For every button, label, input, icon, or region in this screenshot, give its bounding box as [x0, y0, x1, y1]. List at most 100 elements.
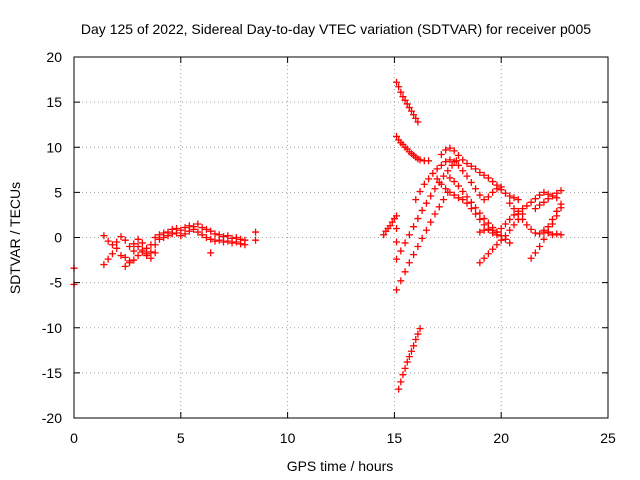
data-point: [211, 230, 219, 238]
data-point: [544, 195, 552, 203]
data-point: [450, 191, 458, 199]
data-point: [401, 364, 409, 372]
data-point: [484, 174, 492, 182]
data-point: [397, 378, 405, 386]
chart-title: Day 125 of 2022, Sidereal Day-to-day VTE…: [81, 21, 591, 37]
data-point: [501, 220, 509, 228]
data-point: [405, 231, 413, 239]
data-point: [228, 239, 236, 247]
data-point: [454, 151, 462, 159]
data-point: [440, 196, 448, 204]
data-point: [531, 249, 539, 257]
data-point: [440, 172, 448, 180]
data-point: [489, 245, 497, 253]
data-point: [126, 259, 134, 267]
data-point: [510, 205, 518, 213]
data-point: [472, 185, 480, 193]
data-point: [168, 230, 176, 238]
data-point: [510, 194, 518, 202]
x-axis-label: GPS time / hours: [287, 458, 394, 474]
data-point: [484, 225, 492, 233]
data-point: [416, 325, 424, 333]
data-point: [410, 342, 418, 350]
x-tick-label: 20: [493, 430, 509, 446]
data-point: [548, 220, 556, 228]
data-point: [472, 165, 480, 173]
series-arc-15h-rise: [393, 188, 452, 294]
data-point: [476, 191, 484, 199]
data-point: [557, 187, 565, 195]
data-point: [454, 161, 462, 169]
data-point: [412, 114, 420, 122]
data-point: [397, 247, 405, 255]
data-point: [459, 156, 467, 164]
x-tick-labels: 0 5 10 15 20 25: [70, 430, 616, 446]
data-point: [403, 358, 411, 366]
data-point: [211, 237, 219, 245]
data-point: [497, 236, 505, 244]
series-arc-01h-lower: [100, 225, 249, 270]
x-tick-label: 10: [280, 430, 296, 446]
series-arc-15h-top: [393, 78, 422, 126]
data-point: [540, 235, 548, 243]
data-point: [151, 249, 159, 257]
data-point: [416, 187, 424, 195]
data-point: [450, 147, 458, 155]
axis-ticks: [73, 56, 609, 419]
data-point: [557, 204, 565, 212]
data-point: [540, 226, 548, 234]
data-point: [493, 181, 501, 189]
data-point: [100, 232, 108, 240]
data-point: [117, 233, 125, 241]
data-point: [416, 156, 424, 164]
data-point: [431, 210, 439, 218]
data-point: [519, 215, 527, 223]
data-point: [194, 228, 202, 236]
data-point: [410, 251, 418, 259]
data-point: [410, 111, 418, 119]
data-point: [412, 196, 420, 204]
data-point: [202, 234, 210, 241]
data-point: [557, 231, 565, 239]
data-point: [480, 215, 488, 223]
data-point: [393, 212, 401, 220]
data-point: [476, 209, 484, 217]
data-point: [215, 236, 223, 244]
data-point: [395, 385, 403, 393]
data-point: [476, 215, 484, 223]
data-point: [467, 198, 475, 206]
series-arc-18h-fall: [446, 174, 514, 247]
data-point: [523, 221, 531, 229]
data-point: [393, 224, 401, 232]
data-point: [476, 259, 484, 267]
data-point: [160, 234, 168, 241]
y-tick-labels: -20 -15 -10 -5 0 5 10 15 20: [42, 49, 62, 426]
series-arc-22h-end: [531, 187, 565, 213]
data-point: [393, 286, 401, 294]
data-point: [220, 238, 228, 246]
data-point: [523, 202, 531, 210]
data-point: [108, 241, 116, 249]
data-point: [401, 268, 409, 276]
data-point: [395, 83, 403, 91]
data-point: [121, 253, 129, 261]
data-point: [104, 237, 112, 245]
data-point: [181, 230, 189, 238]
data-point: [501, 232, 509, 240]
data-point: [380, 231, 388, 239]
data-point: [427, 192, 435, 200]
data-point: [544, 229, 552, 237]
data-point: [489, 178, 497, 186]
data-point: [484, 250, 492, 258]
data-point: [514, 196, 522, 204]
data-point: [514, 210, 522, 218]
data-point: [476, 228, 484, 236]
data-point: [506, 215, 514, 223]
data-point: [527, 198, 535, 206]
data-point: [472, 210, 480, 218]
data-point: [130, 240, 138, 248]
x-tick-label: 0: [70, 430, 78, 446]
data-point: [501, 189, 509, 197]
data-point: [463, 159, 471, 167]
